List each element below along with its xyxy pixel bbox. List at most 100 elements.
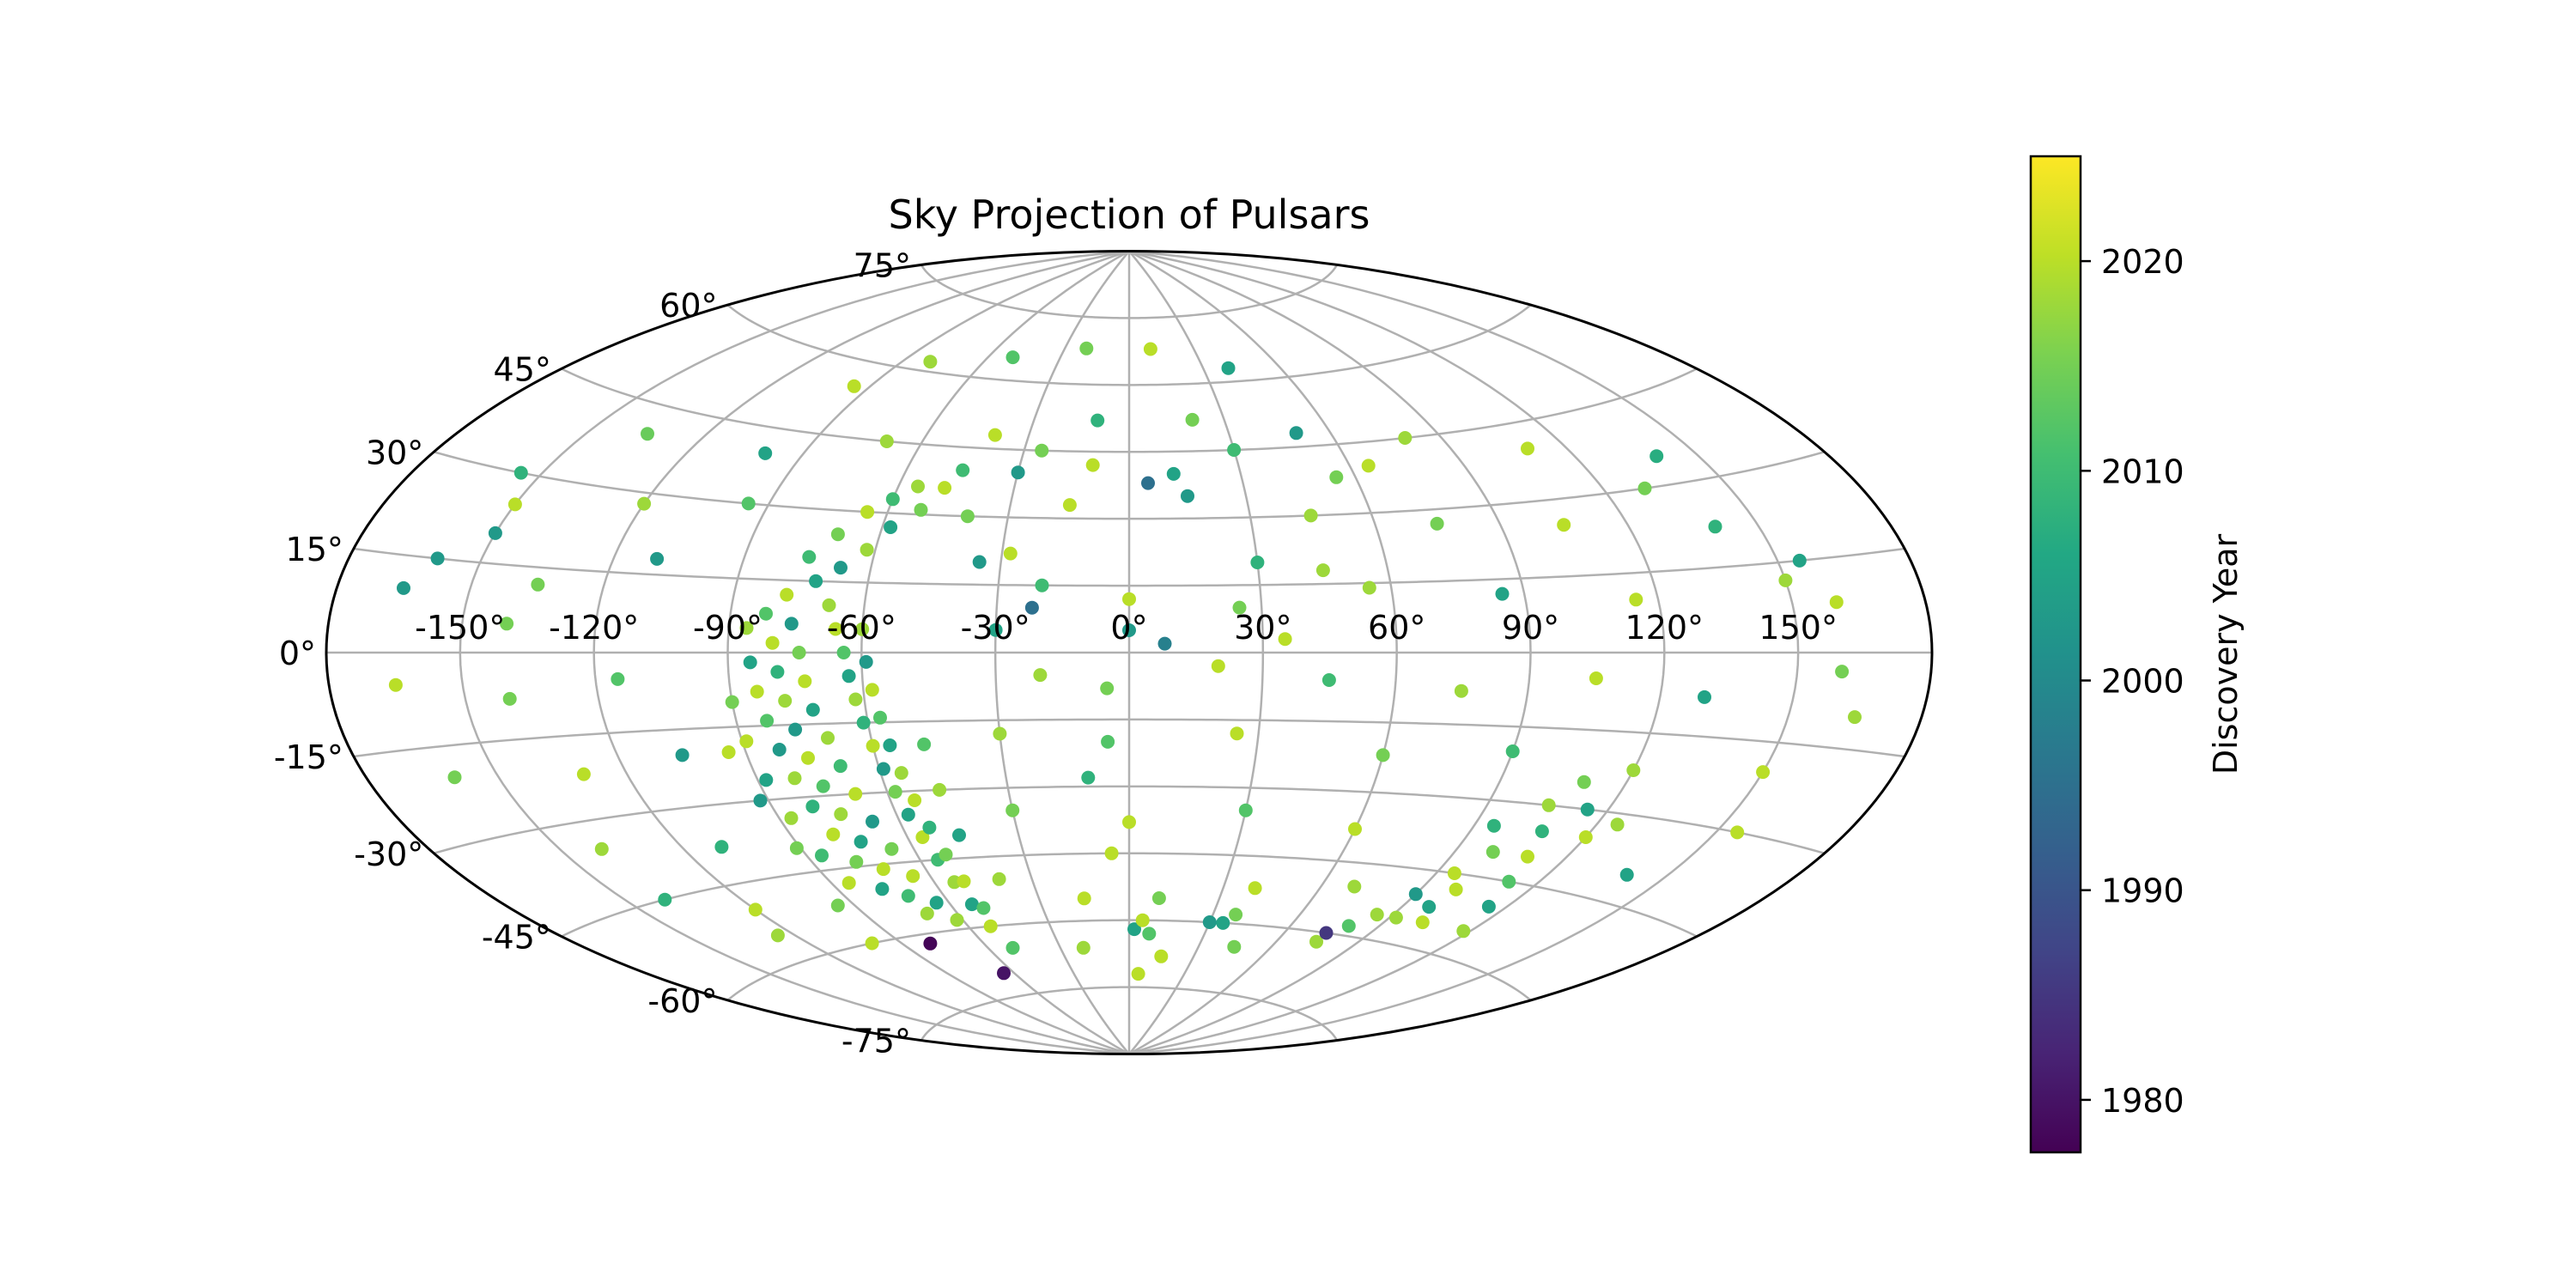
pulsar-point [1076,940,1091,955]
pulsar-point [760,714,775,728]
pulsar-point [1033,668,1048,683]
pulsar-point [1778,573,1793,587]
pulsar-point [1131,967,1145,981]
pulsar-point [1447,866,1461,880]
pulsar-point [788,722,803,737]
pulsar-point [743,655,757,670]
pulsar-point [993,726,1007,741]
pulsar-point [1347,879,1362,894]
pulsar-point [1079,341,1094,355]
pulsar-point [950,913,964,927]
pulsar-point [1835,665,1850,679]
latitude-tick-label: 45° [494,350,551,388]
latitude-tick-label: 75° [854,246,911,284]
pulsar-point [397,580,410,595]
pulsar-point [725,695,739,709]
pulsar-point [1005,803,1020,817]
pulsar-point [741,496,756,511]
latitude-tick-label: -15° [274,738,343,776]
pulsar-point [784,617,799,631]
pulsar-point [906,869,920,884]
pulsar-point [765,635,780,650]
pulsar-point [855,622,870,636]
pulsar-point [1610,817,1625,832]
pulsar-point [1456,924,1471,939]
pulsar-point [1485,845,1500,860]
pulsar-point [1637,481,1652,495]
pulsar-point [929,896,944,910]
longitude-tick-label: -60° [827,609,896,647]
pulsar-point [901,889,915,903]
pulsar-point [1230,726,1244,741]
pulsar-point [1329,470,1344,484]
longitude-tick-label: -150° [415,609,505,647]
pulsar-point [1005,940,1020,955]
pulsar-point [1626,763,1641,777]
pulsar-point [1122,592,1136,606]
pulsar-point [1104,846,1119,860]
pulsar-point [513,465,528,480]
pulsar-point [888,785,902,799]
pulsar-point [960,509,975,524]
pulsar-point [1698,690,1711,704]
pulsar-point [952,828,966,842]
pulsar-point [1577,775,1591,789]
pulsar-point [1101,734,1115,749]
pulsar-point [997,966,1011,981]
pulsar-point [815,848,829,863]
pulsar-point [876,762,890,776]
latitude-tick-label: 15° [286,531,343,568]
pulsar-point [1361,459,1376,473]
pulsar-point [865,683,879,697]
pulsar-point [833,759,848,774]
pulsar-point [1502,874,1516,889]
pulsar-point [856,715,871,730]
pulsar-point [1227,443,1242,457]
pulsar-point [901,807,915,822]
pulsar-point [1362,580,1376,595]
pulsar-point [805,799,820,814]
pulsar-point [834,807,848,822]
pulsar-point [841,669,856,683]
pulsar-point [1216,915,1230,930]
pulsar-point [1229,908,1243,922]
parallel-line [726,304,1532,386]
pulsar-point [1589,671,1603,685]
pulsar-point [1315,563,1330,578]
pulsar-point [809,574,823,588]
pulsar-point [1495,586,1510,601]
pulsar-point [883,738,897,752]
pulsar-point [675,748,690,762]
pulsar-point [841,876,856,890]
pulsar-point [914,502,928,517]
pulsar-point [1321,673,1336,687]
pulsar-point [447,770,462,785]
pulsar-point [1143,342,1157,356]
pulsar-point [1481,899,1496,914]
longitude-tick-label: 60° [1368,609,1425,647]
pulsar-point [1557,518,1571,532]
pulsar-point [826,827,841,841]
latitude-tick-label: -60° [647,982,717,1020]
pulsar-point [920,906,934,920]
pulsar-point [388,677,403,692]
colorbar-tick-label: 2000 [2101,663,2184,701]
pulsar-point [507,497,522,512]
pulsar-point [1035,578,1049,592]
pulsar-point [1278,632,1292,647]
longitude-tick-label: 120° [1625,609,1704,647]
colorbar-tick-label: 1990 [2101,872,2184,910]
pulsar-point [923,355,938,369]
pulsar-point [1085,458,1100,472]
pulsar-point [1422,900,1437,914]
pulsar-point [759,606,773,621]
pulsar-point [1829,595,1844,610]
pulsar-point [721,745,736,759]
pulsar-point [1238,803,1253,817]
pulsar-point [983,919,998,933]
pulsar-point [594,841,609,856]
pulsar-point [876,862,890,877]
pulsar-point [758,446,773,460]
pulsar-point [637,496,652,511]
pulsar-point [805,702,820,717]
